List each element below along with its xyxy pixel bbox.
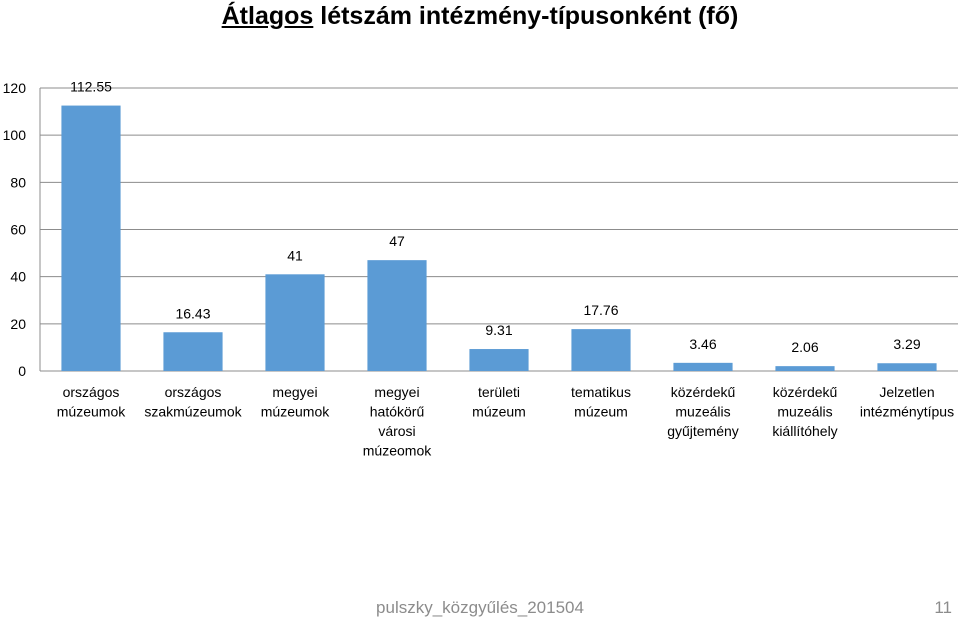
data-label: 9.31	[485, 322, 512, 338]
y-tick-label: 60	[10, 222, 26, 238]
x-tick-label: megyei múzeumok	[261, 384, 330, 420]
bar	[469, 349, 529, 371]
data-label: 47	[389, 233, 405, 249]
x-tick-label-line: megyei	[272, 384, 317, 400]
data-label: 3.46	[689, 336, 716, 352]
y-tick-label: 100	[3, 127, 27, 143]
y-tick-label: 80	[10, 174, 26, 190]
x-tick-label-line: múzeomok	[363, 443, 432, 459]
bar	[61, 105, 121, 371]
x-tick-label-line: tematikus	[571, 384, 631, 400]
data-label: 112.55	[70, 79, 112, 95]
x-tick-label-line: városi	[378, 423, 415, 439]
bar	[571, 329, 631, 371]
x-tick-label-line: országos	[165, 384, 222, 400]
bar	[163, 332, 223, 371]
x-tick-label-line: múzeumok	[57, 404, 126, 420]
x-tick-label-line: területi	[478, 384, 520, 400]
x-tick-label-line: muzeális	[777, 404, 832, 420]
x-tick-label-line: kiállítóhely	[772, 423, 837, 439]
y-tick-label: 40	[10, 269, 26, 285]
x-tick-label: Jelzetlen intézménytípus	[860, 384, 954, 420]
bar-chart: 0 20 40 60 80 100 120 112.55 országos múzeumok 16.…	[3, 79, 958, 459]
bar	[367, 260, 427, 371]
x-tick-label-line: múzeum	[574, 404, 628, 420]
x-tick-label: országos múzeumok	[57, 384, 126, 420]
x-tick-label: országos szakmúzeumok	[144, 384, 242, 420]
x-tick-label-line: múzeumok	[261, 404, 330, 420]
x-tick-label-line: közérdekű	[671, 384, 736, 400]
data-label: 41	[287, 247, 303, 263]
x-tick-label: közérdekű muzeális gyűjtemény	[667, 384, 739, 439]
bar	[673, 362, 733, 371]
x-tick-label: területi múzeum	[472, 384, 526, 420]
chart-title-rest: létszám intézmény-típusonként (fő)	[313, 2, 739, 30]
x-tick-label-line: gyűjtemény	[667, 423, 739, 439]
x-tick-label-line: hatókörű	[370, 404, 425, 420]
y-tick-label: 0	[18, 363, 26, 379]
footer: pulszky_közgyűlés_201504 11	[0, 598, 960, 620]
x-tick-label: tematikus múzeum	[571, 384, 631, 420]
bar	[877, 363, 937, 371]
footer-filename: pulszky_közgyűlés_201504	[376, 598, 584, 617]
data-label: 3.29	[893, 336, 920, 352]
page-number: 11	[934, 598, 952, 617]
x-tick-label: közérdekű muzeális kiállítóhely	[772, 384, 837, 439]
data-label: 17.76	[583, 302, 618, 318]
chart-title: Átlagos létszám intézmény-típusonként (f…	[0, 2, 960, 31]
x-tick-label-line: megyei	[374, 384, 419, 400]
x-tick-label: megyei hatókörű városi múzeomok	[363, 384, 432, 459]
x-tick-label-line: Jelzetlen	[879, 384, 934, 400]
x-tick-label-line: közérdekű	[773, 384, 838, 400]
x-tick-label-line: intézménytípus	[860, 404, 954, 420]
x-tick-label-line: szakmúzeumok	[144, 404, 242, 420]
x-tick-label-line: múzeum	[472, 404, 526, 420]
chart-title-underlined: Átlagos	[221, 2, 314, 30]
y-tick-label: 20	[10, 316, 26, 332]
x-tick-label-line: országos	[63, 384, 120, 400]
bar	[265, 274, 325, 371]
y-tick-label: 120	[3, 80, 27, 96]
bar	[775, 366, 835, 371]
data-label: 2.06	[791, 339, 818, 355]
data-label: 16.43	[175, 305, 210, 321]
x-tick-label-line: muzeális	[675, 404, 730, 420]
